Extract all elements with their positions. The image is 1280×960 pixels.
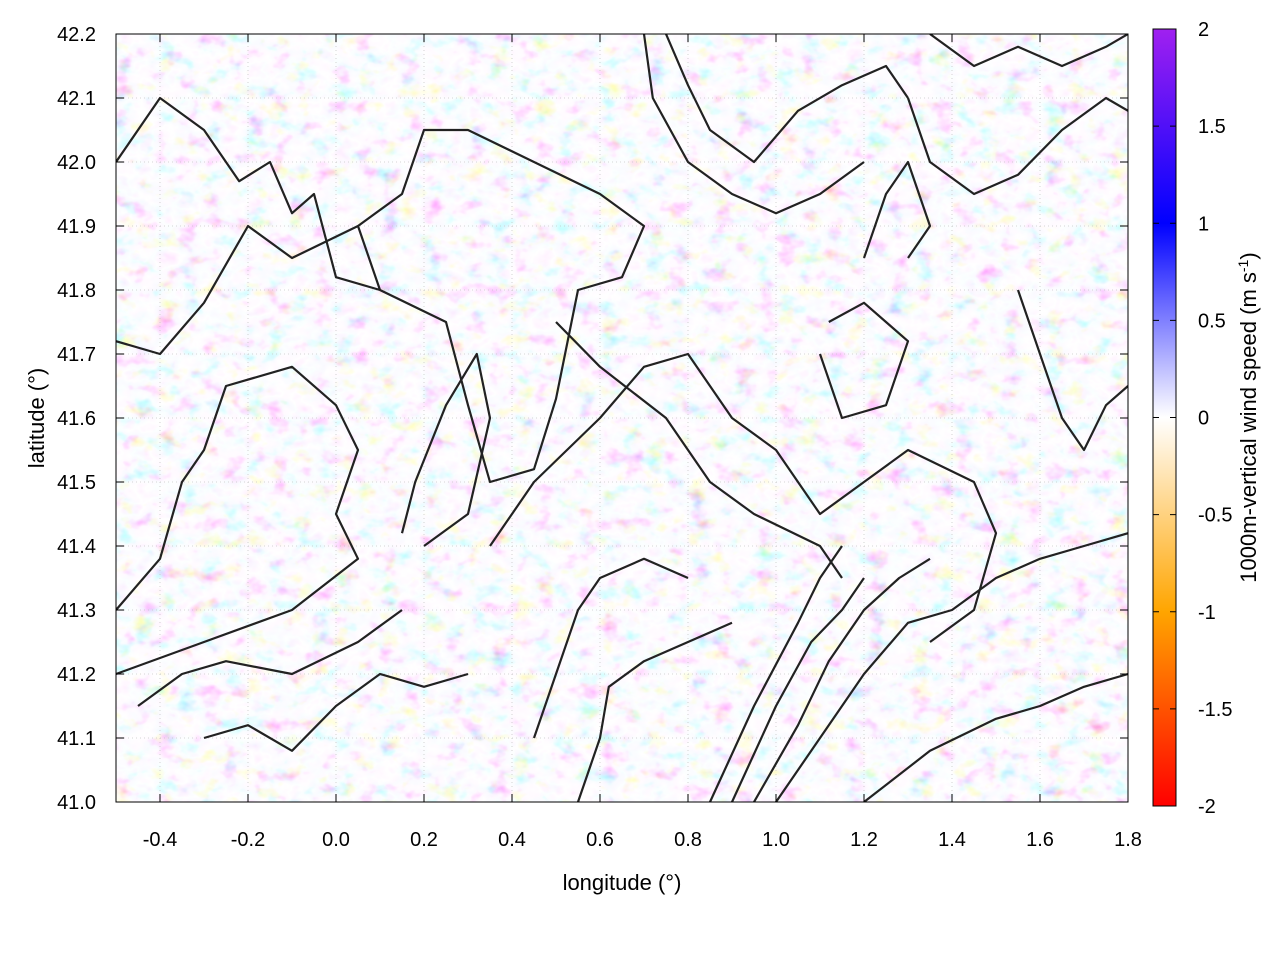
x-tick-label: 0.8 <box>674 829 702 851</box>
y-axis-label: latitude (°) <box>24 368 49 469</box>
contour-line <box>775 532 1128 802</box>
x-tick-label: -0.2 <box>231 829 265 851</box>
contour-lines <box>116 34 1128 802</box>
x-tick-label: 1.8 <box>1114 829 1142 851</box>
contour-line <box>489 352 998 643</box>
contour-line <box>137 609 403 707</box>
y-tick-label: 41.4 <box>57 536 96 558</box>
plot-area: -0.4 -0.2 0.0 0.2 0.4 0.6 0.8 1.0 1.2 1.4 1.6 1.8 4… <box>57 24 1142 851</box>
contour-line <box>642 34 865 215</box>
contour-line <box>929 34 1128 68</box>
y-axis-ticks: 41.0 41.1 41.2 41.3 41.4 41.5 41.6 41.7 41.8 41.9… <box>57 24 1128 814</box>
contour-line <box>532 557 689 739</box>
x-tick-label: 1.6 <box>1026 829 1054 851</box>
contour-line <box>400 352 492 547</box>
colorbar-label: 1000m-vertical wind speed (m s-1) <box>1235 252 1261 582</box>
y-tick-label: 41.9 <box>57 216 96 238</box>
contour-line <box>753 557 931 802</box>
y-tick-label: 42.0 <box>57 152 96 174</box>
y-tick-label: 41.0 <box>57 792 96 814</box>
x-tick-label: 0.2 <box>410 829 438 851</box>
x-axis-label: longitude (°) <box>563 870 682 895</box>
colorbar-label-main: 1000m-vertical wind speed (m s <box>1236 272 1261 583</box>
x-tick-label: -0.4 <box>143 829 177 851</box>
colorbar-tick-label: 2 <box>1198 19 1209 41</box>
contour-line <box>664 34 909 164</box>
colorbar-tick-label: 1 <box>1198 213 1209 235</box>
contour-line <box>203 672 469 752</box>
contour-line <box>862 160 932 259</box>
colorbar-tick-label: -1 <box>1198 602 1216 624</box>
x-axis-ticks: -0.4 -0.2 0.0 0.2 0.4 0.6 0.8 1.0 1.2 1.4 1.6 1.8 <box>143 34 1142 851</box>
y-tick-label: 41.1 <box>57 728 96 750</box>
colorbar-label-end: ) <box>1236 252 1261 259</box>
colorbar-tick-label: -0.5 <box>1198 505 1232 527</box>
x-tick-label: 1.4 <box>938 829 966 851</box>
colorbar-tick-label: 1.5 <box>1198 116 1226 138</box>
y-tick-label: 42.1 <box>57 88 96 110</box>
colorbar-tick-label: 0 <box>1198 408 1209 430</box>
colorbar-tick-label: -1.5 <box>1198 699 1232 721</box>
colorbar-label-sup: -1 <box>1235 259 1251 272</box>
colorbar-ticks: 2 1.5 1 0.5 0 -0.5 -1 -1.5 -2 <box>1153 19 1232 818</box>
contour-line <box>576 621 733 802</box>
y-tick-label: 41.7 <box>57 344 96 366</box>
contour-line <box>863 672 1128 802</box>
y-tick-label: 42.2 <box>57 24 96 46</box>
x-tick-label: 0.0 <box>322 829 350 851</box>
colorbar-tick-label: -2 <box>1198 796 1216 818</box>
y-tick-label: 41.6 <box>57 408 96 430</box>
y-tick-label: 41.8 <box>57 280 96 302</box>
x-tick-label: 1.2 <box>850 829 878 851</box>
y-tick-label: 41.2 <box>57 664 96 686</box>
contour-line <box>116 365 360 676</box>
x-tick-label: 1.0 <box>762 829 790 851</box>
y-tick-label: 41.3 <box>57 600 96 622</box>
x-tick-label: 0.6 <box>586 829 614 851</box>
contour-line <box>731 577 865 802</box>
contour-line <box>818 301 910 420</box>
contour-line <box>906 96 1128 196</box>
colorbar: 2 1.5 1 0.5 0 -0.5 -1 -1.5 -2 1000m-vertical win… <box>1152 19 1261 818</box>
contour-line <box>709 545 843 802</box>
colorbar-tick-label: 0.5 <box>1198 310 1226 332</box>
contour-line <box>1016 289 1128 452</box>
y-tick-label: 41.5 <box>57 472 96 494</box>
contour-line <box>555 321 843 579</box>
contour-line <box>357 128 646 484</box>
contour-line <box>116 96 382 356</box>
x-tick-label: 0.4 <box>498 829 526 851</box>
